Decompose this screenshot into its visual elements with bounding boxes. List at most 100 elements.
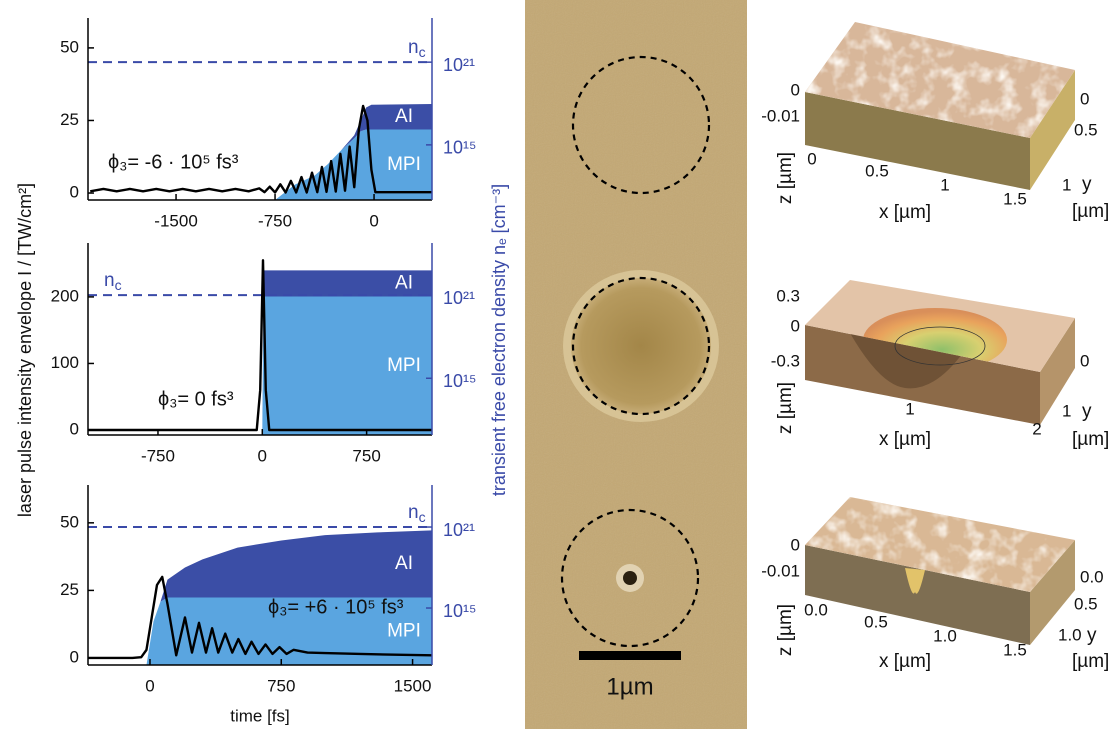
x-tick-label: 0 xyxy=(258,446,267,465)
reference-symbol: n xyxy=(408,37,419,58)
reference-symbol: n xyxy=(104,270,115,291)
annotation: ϕ₃= +6 · 10⁵ fs³ xyxy=(268,596,404,618)
intensity-line xyxy=(88,259,432,432)
y2-tick-label: 10²¹ xyxy=(443,520,475,540)
x-tick-label: 1500 xyxy=(394,676,432,695)
x-tick-label: 0.5 xyxy=(865,161,889,180)
x-tick-label: 0 xyxy=(369,211,378,230)
y2-tick-label: 10¹⁵ xyxy=(443,371,476,391)
reference-label: nc xyxy=(408,502,426,525)
z-tick-label: 0 xyxy=(791,535,800,554)
area-label: MPI xyxy=(387,620,421,641)
spot-outline xyxy=(560,508,700,648)
y2-tick-label: 10²¹ xyxy=(443,288,475,308)
y-axis-unit: [µm] xyxy=(1072,201,1109,222)
y-tick-label: 0 xyxy=(1080,89,1089,108)
y-tick-label: 25 xyxy=(60,110,79,129)
intensity-line xyxy=(90,104,432,194)
y-tick-label: 0 xyxy=(70,647,79,666)
micrograph: 1µm xyxy=(525,0,747,729)
reference-label: nc xyxy=(104,270,122,293)
annotation: ϕ₃= 0 fs³ xyxy=(158,388,234,410)
y-axis-label: y xyxy=(1082,174,1092,195)
y2-tick-label: 10¹⁵ xyxy=(443,601,476,621)
y2-tick-label: 10¹⁵ xyxy=(443,138,476,158)
y2-tick-label: 10²¹ xyxy=(443,55,475,75)
y-tick-label: 0.5 xyxy=(1074,594,1098,613)
reference-label: nc xyxy=(408,37,426,60)
hole xyxy=(623,571,637,585)
z-axis-label: z [µm] xyxy=(775,382,796,434)
z-tick-label: -0.01 xyxy=(761,561,800,580)
y-tick-label: 0.5 xyxy=(1074,120,1098,139)
x-tick-label: 2 xyxy=(1032,419,1041,438)
reference-subscript: c xyxy=(115,277,122,293)
spot-outline xyxy=(571,55,711,195)
y-tick-label: 0.0 xyxy=(1080,567,1104,586)
z-tick-label: -0.3 xyxy=(771,351,800,370)
x-tick-label: -750 xyxy=(258,211,292,230)
area xyxy=(262,296,432,435)
y-axis-label: laser pulse intensity envelope I / [TW/c… xyxy=(15,183,35,517)
spot-outline xyxy=(571,276,711,416)
x-axis-label: time [fs] xyxy=(230,706,290,725)
hole-spike xyxy=(905,568,925,594)
box-front xyxy=(805,92,1030,190)
annotation: ϕ₃= -6 · 10⁵ fs³ xyxy=(108,151,239,173)
x-tick-label: 1 xyxy=(905,399,914,418)
y-tick-label: 50 xyxy=(60,37,79,56)
x-tick-label: 750 xyxy=(352,446,380,465)
scale-bar xyxy=(579,651,681,660)
x-tick-label: 1.5 xyxy=(1003,640,1027,659)
reference-subscript: c xyxy=(419,44,426,60)
x-axis-label: x [µm] xyxy=(879,202,931,223)
x-axis-label: x [µm] xyxy=(879,651,931,672)
y-tick-label: 0 xyxy=(70,419,79,438)
x-tick-label: 1.5 xyxy=(1003,189,1027,208)
intensity-line xyxy=(88,575,433,660)
contour xyxy=(894,326,986,366)
x-tick-label: -1500 xyxy=(154,211,197,230)
area-label: AI xyxy=(395,106,413,127)
reference-subscript: c xyxy=(419,509,426,525)
y-tick-label: 1 xyxy=(1062,175,1071,194)
scale-bar-label: 1µm xyxy=(606,673,653,700)
z-axis-label: z [µm] xyxy=(775,604,796,656)
z-tick-label: 0.3 xyxy=(776,286,800,305)
y2-axis-label: transient free electron density nₑ [cm⁻³… xyxy=(489,184,509,496)
y-tick-label: 1 xyxy=(1062,401,1071,420)
box-side xyxy=(1030,70,1075,190)
box-front xyxy=(805,545,1030,645)
area xyxy=(262,270,432,435)
x-tick-label: 0 xyxy=(145,676,154,695)
y-tick-label: 50 xyxy=(60,512,79,531)
surface-plot: 0.3 0 -0.3 1 2 x [µm] 0 1 y [µm] z [µm] xyxy=(771,280,1109,450)
z-tick-label: 0 xyxy=(791,80,800,99)
y-tick-label: 1.0 xyxy=(1058,625,1082,644)
area-label: MPI xyxy=(387,154,421,175)
x-axis-label: x [µm] xyxy=(879,429,931,450)
area-label: AI xyxy=(395,272,413,293)
area xyxy=(275,104,432,200)
y-tick-label: 200 xyxy=(51,286,79,305)
y-tick-label: 100 xyxy=(51,353,79,372)
y-axis-label: y xyxy=(1082,401,1092,422)
z-tick-label: -0.01 xyxy=(761,106,800,125)
area xyxy=(146,530,432,665)
y-axis-unit: [µm] xyxy=(1072,429,1109,450)
y-axis-label: y xyxy=(1087,625,1097,646)
x-tick-label: -750 xyxy=(141,446,175,465)
area-label: AI xyxy=(395,553,413,574)
x-tick-label: 0 xyxy=(807,149,816,168)
x-tick-label: 750 xyxy=(267,676,295,695)
reference-symbol: n xyxy=(408,502,419,523)
y-axis-unit: [µm] xyxy=(1072,651,1109,672)
y-tick-label: 0 xyxy=(1080,351,1089,370)
x-tick-label: 1.0 xyxy=(933,626,957,645)
y-tick-label: 25 xyxy=(60,580,79,599)
y-tick-label: 0 xyxy=(70,183,79,202)
